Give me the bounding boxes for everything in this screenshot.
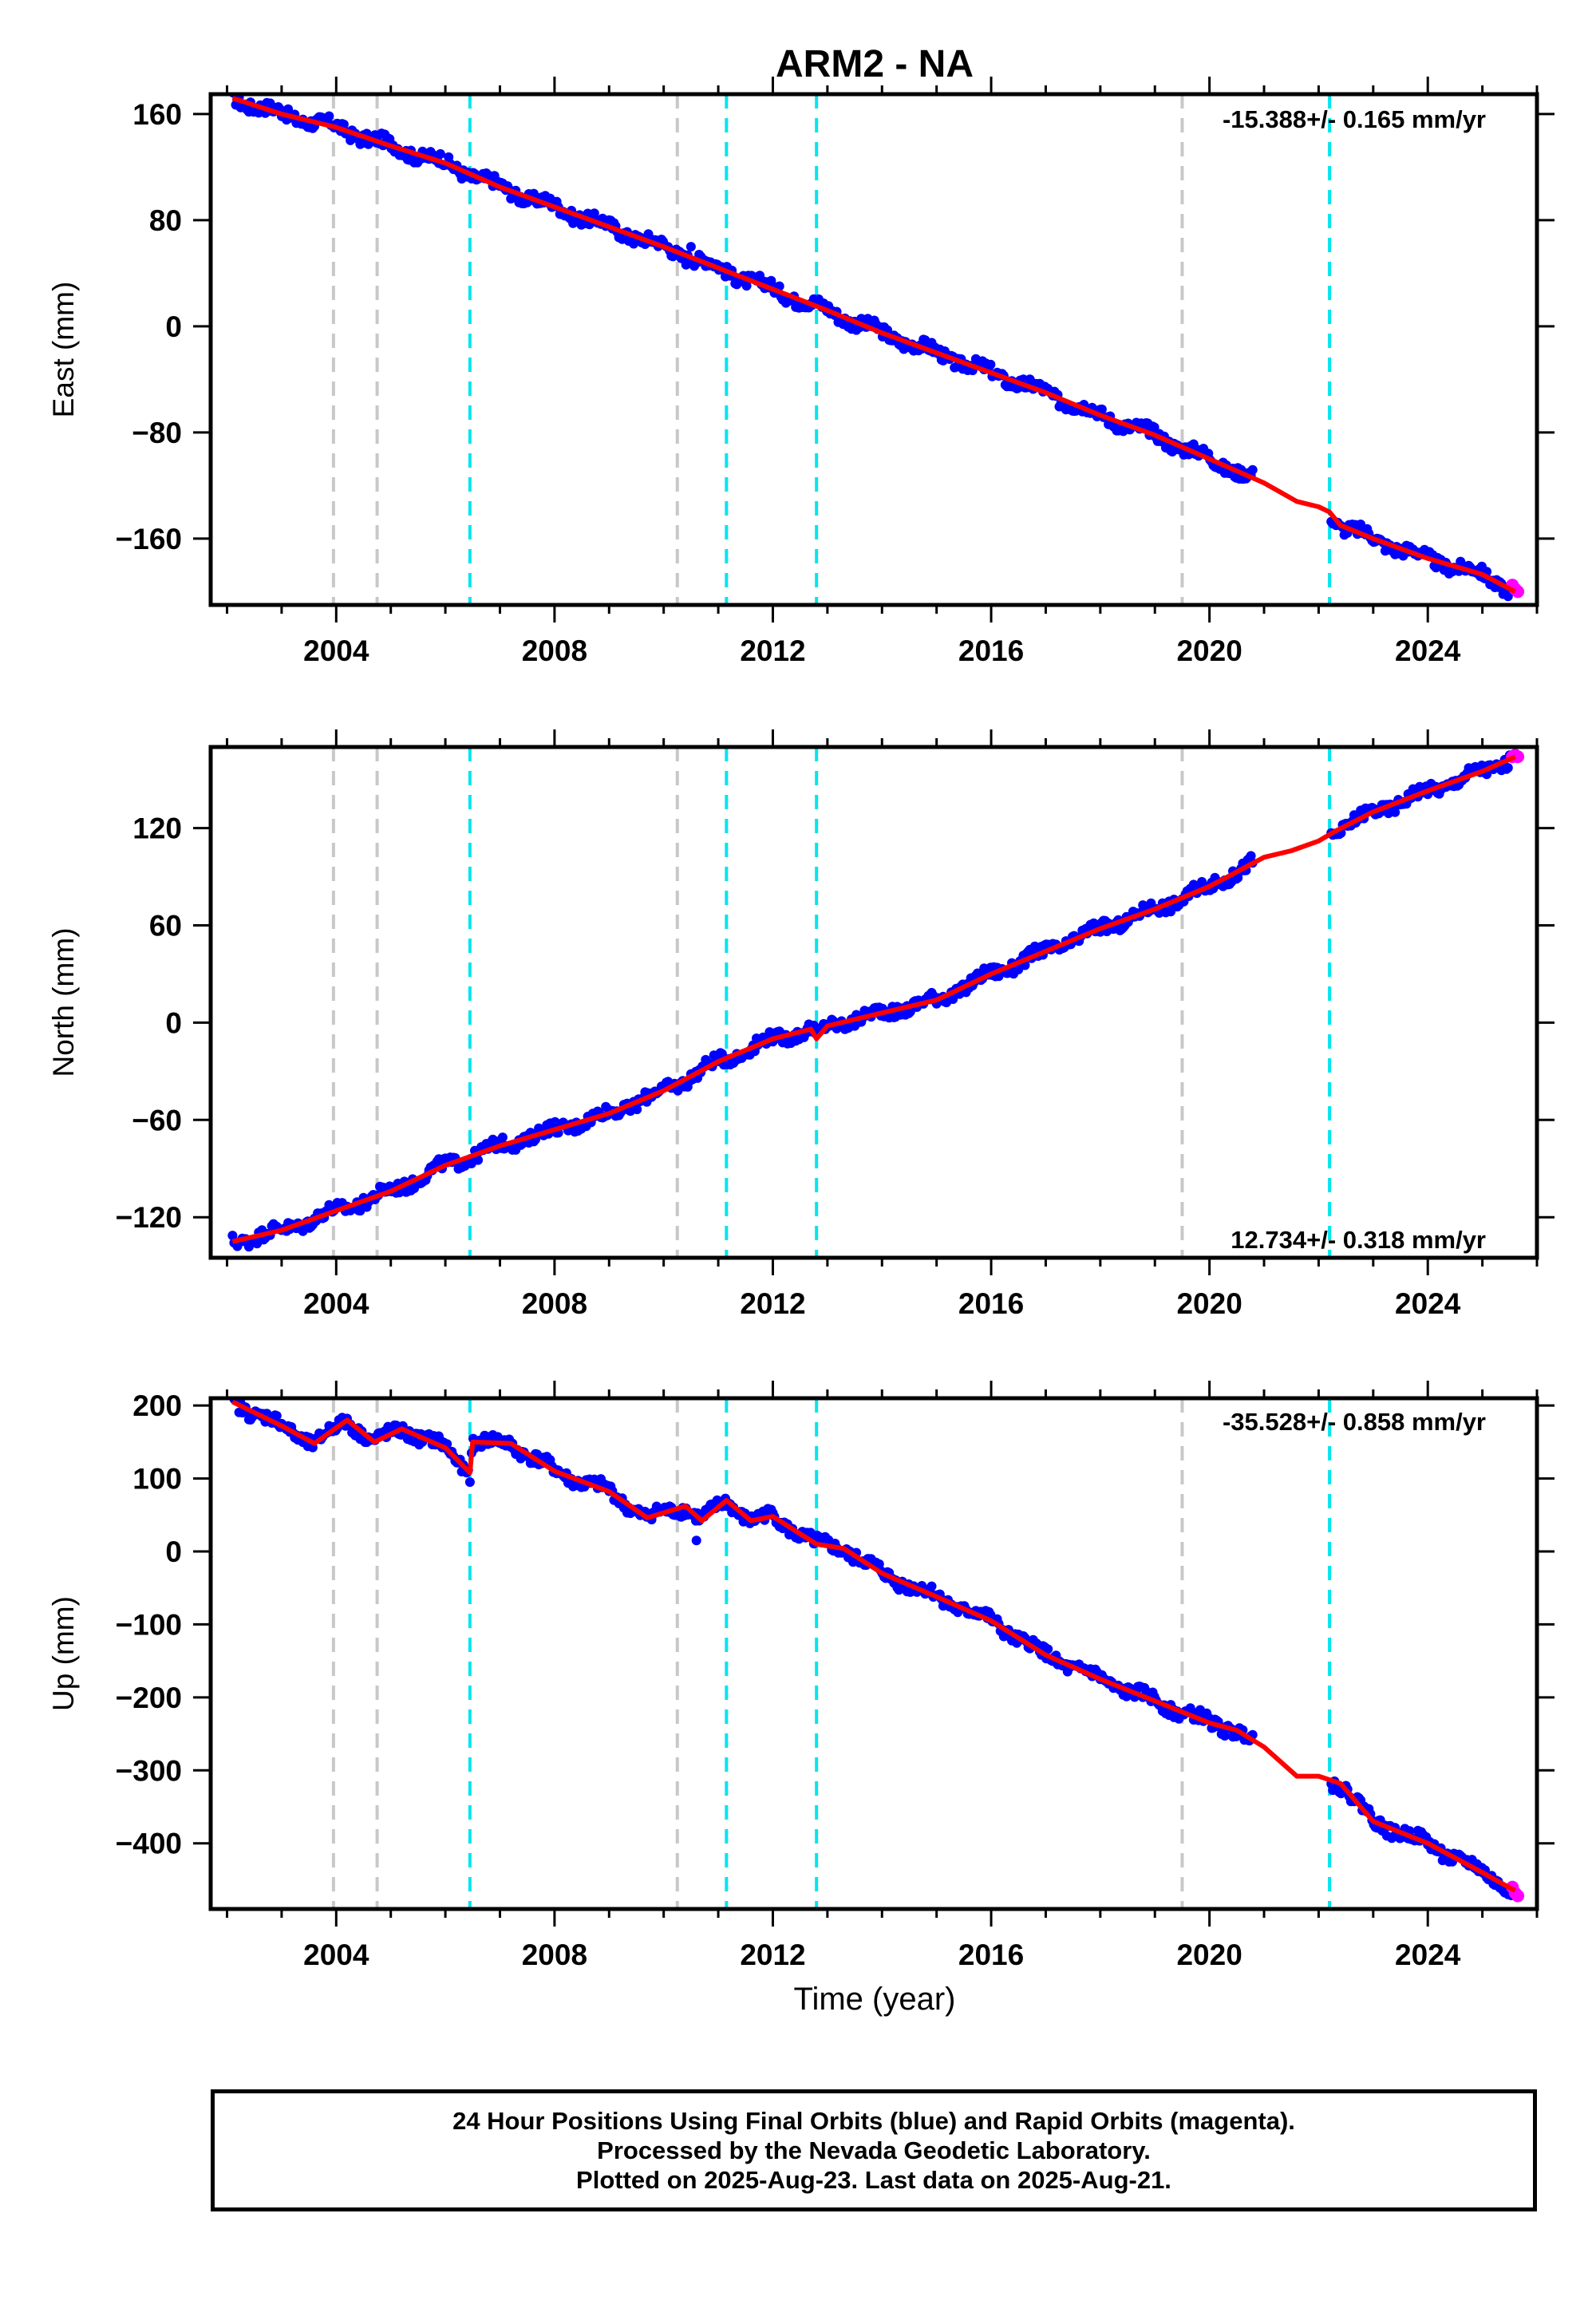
x-axis-label: Time (year) [794,1982,956,2017]
x-tick-label: 2020 [1176,634,1242,667]
final-point [926,1581,937,1591]
x-tick-label: 2016 [958,634,1024,667]
plot-area [228,1398,1525,1909]
y-tick-label: −400 [116,1828,182,1860]
x-tick-label: 2008 [522,634,587,667]
y-axis-label: Up (mm) [47,1596,80,1711]
x-tick-label: 2020 [1176,1939,1242,1971]
y-tick-label: −160 [116,523,182,555]
final-point [632,1105,642,1115]
y-tick-label: −120 [116,1201,182,1234]
final-point [948,994,958,1004]
footer-line-2: Processed by the Nevada Geodetic Laborat… [597,2136,1151,2164]
y-tick-label: −200 [116,1682,182,1714]
y-tick-label: 60 [149,909,182,942]
final-point [497,1132,508,1143]
final-point [1219,1731,1230,1741]
footer-line-3: Plotted on 2025-Aug-23. Last data on 202… [576,2166,1171,2194]
plot-frame [208,92,1539,607]
velocity-label: 12.734+/- 0.318 mm/yr [1231,1226,1486,1254]
final-point [1096,404,1107,414]
final-point [464,1477,475,1488]
outlier-point [685,242,696,252]
rapid-point [1511,1889,1525,1903]
final-point [1247,464,1258,475]
plot-area [227,747,1525,1258]
final-point [1390,807,1400,817]
y-tick-label: 160 [132,98,182,131]
velocity-label: -15.388+/- 0.165 mm/yr [1223,105,1486,133]
y-tick-label: 0 [165,310,182,343]
y-tick-label: −60 [132,1104,182,1136]
panel-north: 2004 2008 2012 2016 2020 2024 120 60 0 −60 −120 Nor… [47,729,1555,1320]
final-point [271,1411,282,1421]
rapid-point [1511,750,1525,764]
x-tick-label: 2020 [1176,1287,1242,1320]
model-fit-line [231,96,1516,595]
y-tick-label: 100 [132,1463,182,1496]
y-tick-label: 120 [132,812,182,845]
y-axis-label: East (mm) [47,282,80,418]
final-orbit-points [228,1398,1516,1900]
y-tick-label: 80 [149,204,182,237]
y-tick-label: −300 [116,1754,182,1787]
final-point [473,1155,484,1165]
final-point [1503,763,1513,773]
final-point [324,111,334,121]
x-tick-label: 2004 [303,1939,369,1971]
x-tick-label: 2004 [303,634,369,667]
x-tick-label: 2016 [958,1939,1024,1971]
x-tick-label: 2004 [303,1287,369,1320]
chart-title: ARM2 - NA [776,43,974,85]
x-tick-label: 2008 [522,1287,587,1320]
final-point [1043,1644,1053,1654]
x-tick-label: 2024 [1395,1287,1461,1320]
y-tick-label: 0 [165,1535,182,1568]
outlier-point [691,1535,701,1546]
final-point [986,359,996,370]
y-tick-label: 200 [132,1389,182,1422]
x-tick-label: 2012 [740,1287,805,1320]
x-tick-label: 2016 [958,1287,1024,1320]
y-tick-label: −80 [132,417,182,449]
final-point [741,281,752,291]
y-axis-label: North (mm) [47,927,80,1077]
y-tick-label: −100 [116,1608,182,1641]
panel-up: 2004 2008 2012 2016 2020 2024 200 100 0 −100 −200 −… [47,1381,1555,1971]
plot-frame [208,1396,1539,1911]
final-point [1503,591,1513,602]
model-fit-line [231,1399,1517,1893]
footer-line-1: 24 Hour Positions Using Final Orbits (bl… [452,2107,1295,2135]
x-tick-label: 2012 [740,1939,805,1971]
model-fit-line [231,754,1516,1244]
final-orbit-points [227,94,1516,602]
y-tick-label: 0 [165,1006,182,1039]
processing-info-box: 24 Hour Positions Using Final Orbits (bl… [211,2089,1537,2211]
panel-east: 2004 2008 2012 2016 2020 2024 160 80 0 −80 −160 Eas… [47,77,1555,667]
plot-frame [208,745,1539,1260]
x-tick-label: 2008 [522,1939,587,1971]
panels: 2004 2008 2012 2016 2020 2024 160 80 0 −80 −160 Eas… [47,77,1555,1971]
final-point [435,148,445,159]
plot-area [227,94,1525,605]
x-tick-label: 2024 [1395,634,1461,667]
x-tick-label: 2024 [1395,1939,1461,1971]
velocity-label: -35.528+/- 0.858 mm/yr [1223,1408,1486,1436]
x-tick-label: 2012 [740,634,805,667]
rapid-point [1511,585,1525,599]
